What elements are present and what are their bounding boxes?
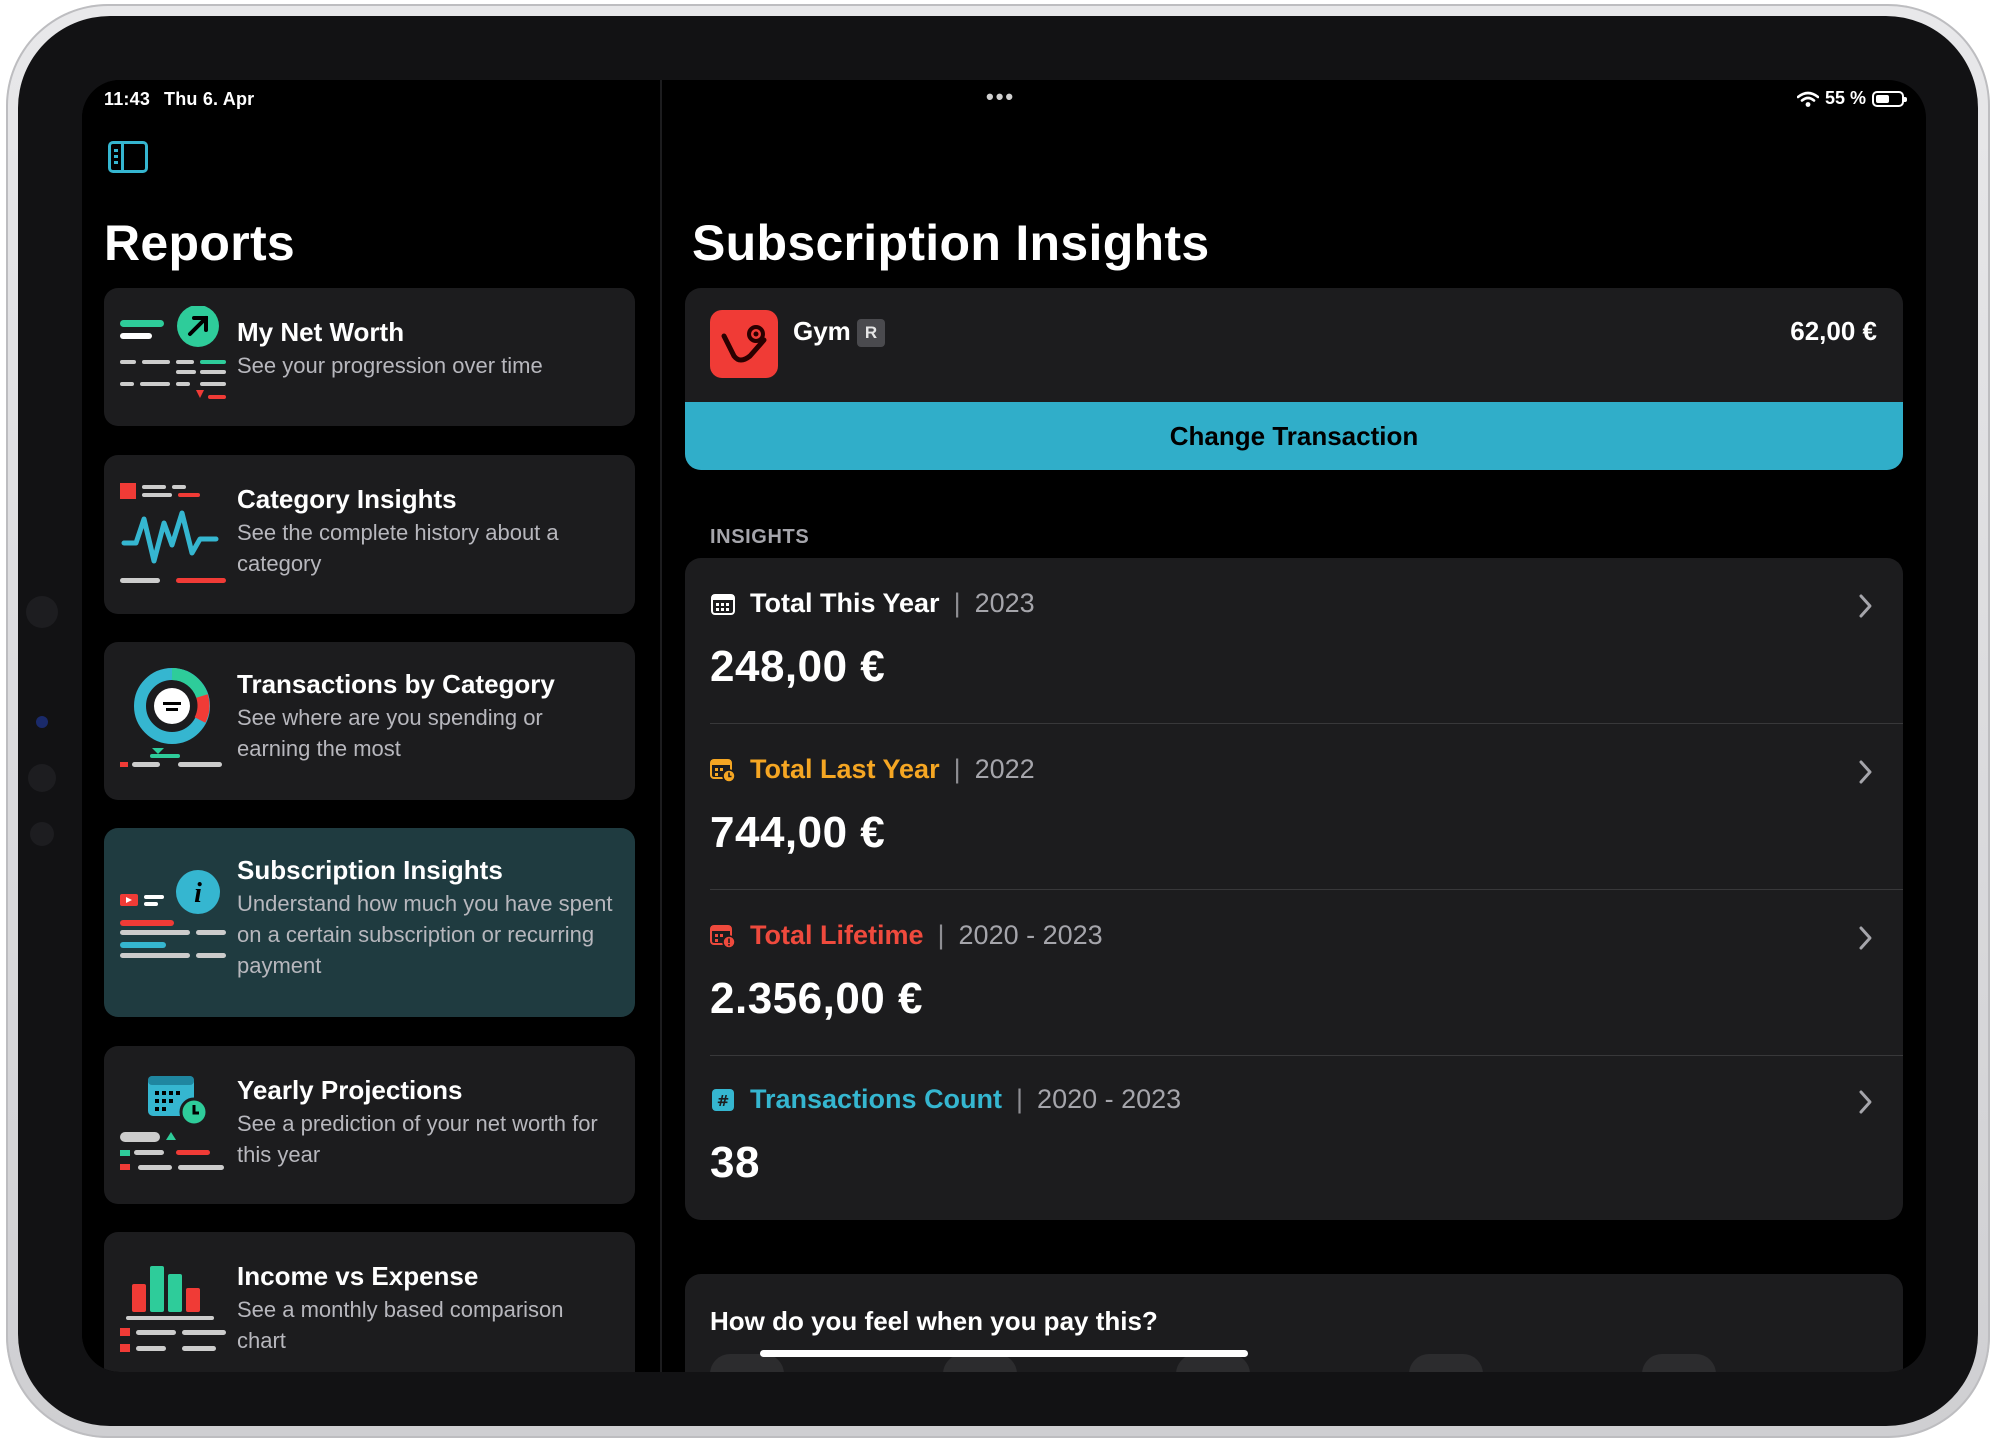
feeling-option[interactable] bbox=[1409, 1354, 1483, 1372]
sidebar-item-subtitle: See the complete history about a categor… bbox=[237, 520, 559, 576]
insight-year: 2022 bbox=[974, 754, 1035, 784]
sidebar: 11:43 Thu 6. Apr Reports bbox=[82, 80, 660, 1372]
bar-chart-icon bbox=[120, 1266, 226, 1352]
gym-app-icon bbox=[710, 310, 778, 378]
transaction-amount: 62,00 € bbox=[1790, 316, 1877, 346]
status-time: 11:43 bbox=[104, 89, 151, 109]
number-icon: # bbox=[712, 1088, 734, 1111]
section-header-insights: INSIGHTS bbox=[710, 526, 810, 548]
svg-text:#: # bbox=[717, 1092, 730, 1110]
insight-value: 38 bbox=[710, 1138, 760, 1187]
info-icon: i bbox=[120, 870, 226, 958]
insight-label: Total This Year bbox=[750, 588, 940, 618]
split-divider[interactable] bbox=[660, 80, 662, 1372]
side-sensor bbox=[28, 764, 56, 792]
sidebar-item-income-vs-expense[interactable]: Income vs Expense See a monthly based co… bbox=[104, 1232, 635, 1372]
insight-value: 248,00 € bbox=[710, 642, 886, 691]
calendar-clock-icon bbox=[710, 758, 736, 783]
sidebar-item-subscription-insights[interactable]: i Subscription Insights Understand how m… bbox=[104, 828, 635, 1017]
insight-row-total-lifetime[interactable]: Total Lifetime | 2020 - 2023 2.356,00 € bbox=[685, 890, 1903, 1056]
insight-year: 2023 bbox=[974, 588, 1035, 618]
donut-chart-icon bbox=[120, 668, 222, 767]
feeling-option[interactable] bbox=[710, 1354, 784, 1372]
calendar-icon bbox=[711, 593, 735, 615]
insight-label: Transactions Count bbox=[750, 1084, 1003, 1114]
sidebar-item-my-net-worth[interactable]: My Net Worth See your progression over t… bbox=[104, 288, 635, 426]
front-camera bbox=[36, 716, 48, 728]
battery-icon bbox=[1872, 90, 1907, 107]
status-date: Thu 6. Apr bbox=[164, 89, 255, 109]
net-worth-icon bbox=[120, 306, 226, 399]
sidebar-item-category-insights[interactable]: Category Insights See the complete histo… bbox=[104, 455, 635, 614]
sidebar-toggle-icon[interactable] bbox=[108, 141, 148, 173]
feeling-option[interactable] bbox=[1176, 1354, 1250, 1372]
sidebar-item-subtitle: See a prediction of your net worth for t… bbox=[237, 1111, 598, 1167]
sidebar-item-title: Yearly Projections bbox=[237, 1075, 463, 1105]
sidebar-title: Reports bbox=[104, 215, 296, 271]
wifi-icon bbox=[1796, 91, 1819, 107]
chevron-right-icon bbox=[1859, 1090, 1872, 1114]
sidebar-item-yearly-projections[interactable]: Yearly Projections See a prediction of y… bbox=[104, 1046, 635, 1204]
insight-row-total-last-year[interactable]: Total Last Year | 2022 744,00 € bbox=[685, 724, 1903, 890]
sidebar-item-title: Subscription Insights bbox=[237, 855, 503, 885]
insights-list: Total This Year | 2023 248,00 € bbox=[685, 558, 1903, 1220]
status-time-date: 11:43 Thu 6. Apr bbox=[104, 89, 268, 110]
transaction-card: Gym R 62,00 € Change Transaction bbox=[685, 288, 1903, 470]
insight-year: 2020 - 2023 bbox=[1037, 1084, 1182, 1114]
chevron-right-icon bbox=[1859, 760, 1872, 784]
chevron-right-icon bbox=[1859, 926, 1872, 950]
svg-text:i: i bbox=[194, 878, 202, 909]
insight-row-total-this-year[interactable]: Total This Year | 2023 248,00 € bbox=[685, 558, 1903, 724]
insight-year: 2020 - 2023 bbox=[958, 920, 1103, 950]
screen: 11:43 Thu 6. Apr Reports bbox=[82, 80, 1926, 1372]
sidebar-item-title: Category Insights bbox=[237, 484, 457, 514]
sidebar-item-transactions-by-category[interactable]: Transactions by Category See where are y… bbox=[104, 642, 635, 800]
feeling-question: How do you feel when you pay this? bbox=[710, 1306, 1158, 1336]
chevron-right-icon bbox=[1859, 594, 1872, 618]
recurring-badge: R bbox=[857, 319, 885, 347]
insight-value: 2.356,00 € bbox=[710, 974, 923, 1023]
status-indicators: 55 % bbox=[1796, 88, 1907, 109]
insight-value: 744,00 € bbox=[710, 808, 886, 857]
transaction-name: Gym bbox=[793, 316, 851, 346]
sidebar-item-title: My Net Worth bbox=[237, 317, 405, 347]
calendar-projection-icon bbox=[120, 1076, 224, 1170]
calendar-alert-icon bbox=[710, 924, 736, 949]
sidebar-item-subtitle: Understand how much you have spent on a … bbox=[237, 891, 613, 978]
page-title: Subscription Insights bbox=[692, 215, 1210, 271]
insight-label: Total Last Year bbox=[750, 754, 940, 784]
sidebar-item-subtitle: See a monthly based comparison chart bbox=[237, 1297, 564, 1353]
side-sensor bbox=[26, 596, 58, 628]
sidebar-item-title: Income vs Expense bbox=[237, 1261, 479, 1291]
device-frame: 11:43 Thu 6. Apr Reports bbox=[6, 4, 1990, 1438]
battery-percentage: 55 % bbox=[1824, 88, 1866, 108]
multitasking-dots-icon[interactable]: ••• bbox=[986, 84, 1016, 109]
change-transaction-button[interactable]: Change Transaction bbox=[685, 402, 1903, 470]
sidebar-item-subtitle: See where are you spending or earning th… bbox=[237, 705, 543, 761]
sidebar-item-subtitle: See your progression over time bbox=[237, 353, 543, 378]
sidebar-item-title: Transactions by Category bbox=[237, 669, 555, 699]
home-indicator[interactable] bbox=[760, 1350, 1248, 1357]
side-sensor bbox=[30, 822, 54, 846]
insight-label: Total Lifetime bbox=[750, 920, 924, 950]
category-insights-icon bbox=[120, 483, 226, 583]
feeling-option[interactable] bbox=[1642, 1354, 1716, 1372]
feeling-card: How do you feel when you pay this? bbox=[685, 1274, 1903, 1372]
insight-row-transactions-count[interactable]: # Transactions Count | 2020 - 2023 38 bbox=[685, 1054, 1903, 1220]
feeling-option[interactable] bbox=[943, 1354, 1017, 1372]
